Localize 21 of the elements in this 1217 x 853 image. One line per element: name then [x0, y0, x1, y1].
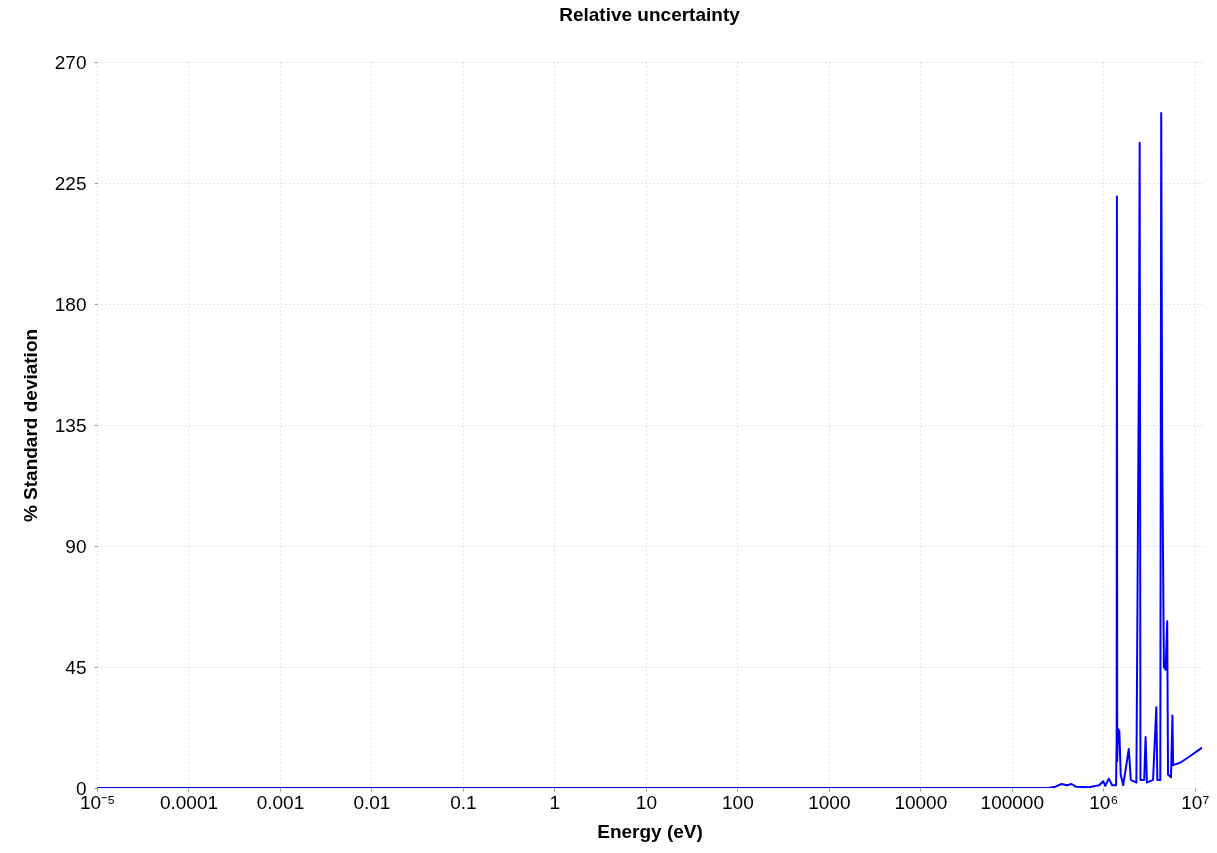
x-tick-label: 0.1 [450, 791, 477, 813]
x-tick-label: 1 [549, 791, 561, 813]
y-tick-label: 180 [54, 293, 87, 315]
x-tick-label: 10⁶ [1089, 791, 1119, 813]
x-tick-label: 100 [722, 791, 754, 813]
x-tick-label: 10000 [894, 791, 948, 813]
x-tick-label: 10⁷ [1181, 791, 1210, 813]
y-axis-title: % Standard deviation [19, 328, 41, 523]
x-tick-label: 0.01 [353, 791, 391, 813]
x-tick-label: 0.0001 [159, 791, 219, 813]
y-tick-label: 45 [65, 656, 87, 678]
y-tick-label: 90 [65, 535, 87, 557]
chart-title: Relative uncertainty [559, 4, 741, 25]
x-tick-label: 100000 [980, 791, 1044, 813]
y-tick-label: 135 [54, 414, 87, 436]
x-tick-label: 1000 [808, 791, 851, 813]
y-tick-label: 225 [54, 172, 87, 194]
x-tick-label: 10 [635, 791, 657, 813]
y-tick-label: 270 [54, 51, 87, 73]
x-axis-title: Energy (eV) [597, 820, 703, 842]
x-tick-label: 0.001 [256, 791, 305, 813]
